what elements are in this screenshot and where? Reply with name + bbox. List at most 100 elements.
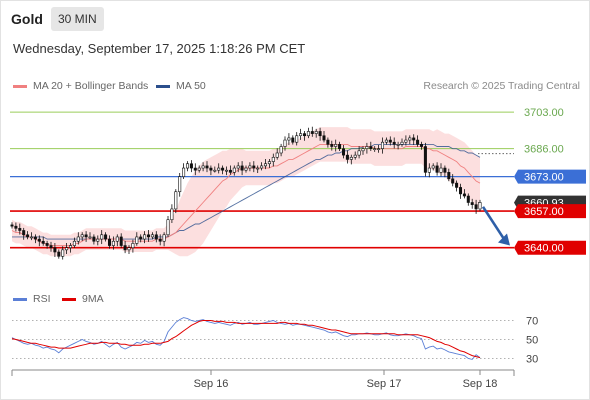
candle [349,154,353,165]
candle [384,137,388,145]
candle-body [388,139,392,143]
candle [185,161,190,172]
candle-body [466,195,470,203]
candle [139,234,143,243]
candle [458,183,463,199]
candle-body [45,243,49,246]
candle-body [267,161,271,165]
candle [205,161,209,173]
candle [310,126,314,137]
candle [377,145,381,153]
candle-body [123,245,127,251]
candle [369,141,373,152]
candle [244,165,248,173]
candle-body [84,234,88,238]
legend-9ma-label: 9MA [82,293,104,305]
candle-body [10,224,14,227]
candle [462,189,466,199]
candle [135,232,139,246]
candle [408,135,412,145]
candle-body [244,167,248,171]
candle [197,165,201,173]
9ma-swatch-icon [62,297,76,301]
timeframe-badge[interactable]: 30 MIN [51,7,104,31]
candle-body [228,169,232,173]
candle-body [119,236,123,246]
candle [170,204,174,223]
candle-body [193,167,197,171]
candle [338,141,342,152]
candle [392,137,396,149]
candle [455,180,459,192]
candle [334,139,338,152]
candle-body [178,176,182,193]
candle [224,166,229,176]
time-axis: Sep 16 Sep 17 Sep 18 [11,369,515,390]
candle-body [72,240,76,246]
candle-body [455,182,459,188]
candle [314,128,318,138]
candle-body [92,236,96,242]
candle-body [189,163,193,169]
price-label-0: 3703.00 [524,107,564,119]
candle [295,132,299,146]
candle [107,235,112,249]
candle-body [197,167,201,171]
candle-body [170,208,174,221]
candle [248,162,252,172]
rsi-chart[interactable]: 70 50 30 [11,316,538,366]
candle-body [232,167,236,173]
price-chart[interactable]: 3703.003686.003673.003660.933657.003640.… [10,107,586,260]
candle [37,235,41,247]
candle [474,199,478,214]
legend-rsi-label: RSI [33,293,51,305]
candle-body [384,139,388,143]
candle-body [205,165,209,169]
candle [217,163,221,174]
candle [61,246,65,260]
price-label-4: 3657.00 [514,204,586,219]
candle [104,232,108,242]
candle [92,234,96,245]
candle [287,133,291,146]
candle-body [150,234,154,238]
candle [416,135,420,147]
candle-body [143,234,147,240]
candle-body [439,167,443,173]
candle-body [252,165,256,169]
candle-body [275,152,279,158]
candle-body [217,167,221,171]
candle [221,165,225,175]
candle-body [224,169,229,172]
candle-body [431,165,435,169]
candle [256,165,260,173]
candle [322,131,326,143]
candle-body [302,133,307,137]
candle-body [310,131,314,134]
price-label-text: 3657.00 [524,206,564,218]
candle-body [236,165,240,169]
ma50-swatch-icon [156,84,170,88]
candle [388,136,392,146]
candle-body [115,236,119,242]
candle-body [158,238,162,242]
candle-body [221,167,225,171]
legend-ma50: MA 50 [156,80,206,92]
candle [45,240,49,249]
candle [380,137,385,154]
legend-ma50-label: MA 50 [176,80,206,92]
candle-body [100,234,104,240]
candle [271,153,275,167]
candle [111,236,115,250]
candle-body [185,163,190,169]
candle-body [260,165,264,169]
price-label-text: 3673.00 [524,172,564,184]
candle [127,245,131,254]
candle-body [392,141,396,145]
candle-body [416,139,420,145]
candle [96,235,100,246]
candle-body [271,156,275,162]
candle-body [330,144,334,147]
candle [263,159,268,170]
candle-body [174,191,178,210]
